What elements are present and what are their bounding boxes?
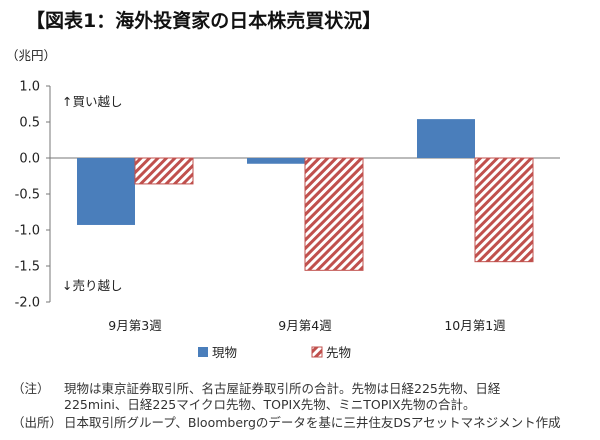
source-row: （出所） 日本取引所グループ、Bloombergのデータを基に三井住友DSアセット… [12, 415, 561, 431]
bar-spot [417, 119, 475, 158]
legend-label-spot: 現物 [212, 345, 237, 360]
legend-swatch-spot [198, 347, 208, 357]
sell-annotation: ↓売り越し [62, 278, 122, 293]
chart-title: 【図表1：海外投資家の日本株売買状況】 [26, 10, 382, 32]
bar-futures [304, 157, 364, 271]
bar-futures [134, 157, 194, 185]
y-tick-label: 0.0 [19, 152, 40, 167]
bar-spot [247, 158, 305, 164]
note-label: （注） [12, 381, 50, 396]
y-tick-label: -0.5 [15, 188, 40, 203]
source-label: （出所） [12, 415, 63, 430]
y-tick-label: 1.0 [19, 80, 40, 95]
y-tick-label: 0.5 [19, 116, 40, 131]
bar-spot [77, 158, 135, 225]
bar-futures [474, 157, 534, 263]
category-label: 9月第4週 [278, 318, 332, 333]
category-label: 10月第1週 [444, 318, 506, 333]
legend-label-futures: 先物 [326, 345, 351, 360]
legend-swatch-futures [311, 346, 323, 358]
source-text: 日本取引所グループ、Bloombergのデータを基に三井住友DSアセットマネジメ… [64, 415, 561, 430]
y-tick-label: -1.5 [15, 260, 40, 275]
category-label: 9月第3週 [108, 318, 162, 333]
buy-annotation: ↑買い越し [62, 94, 122, 109]
note-row: （注） 現物は東京証券取引所、名古屋証券取引所の合計。先物は日経225先物、日経 … [12, 381, 500, 413]
unit-label: （兆円） [6, 48, 56, 63]
note-text: 現物は東京証券取引所、名古屋証券取引所の合計。先物は日経225先物、日経 225… [64, 381, 501, 412]
bar-chart: （兆円） 1.0 0.5 0.0 -0.5 -1.0 -1.5 -2.0 9月第3週 9月第4週… [6, 48, 560, 360]
y-tick-label: -2.0 [15, 296, 40, 311]
y-tick-label: -1.0 [15, 224, 40, 239]
